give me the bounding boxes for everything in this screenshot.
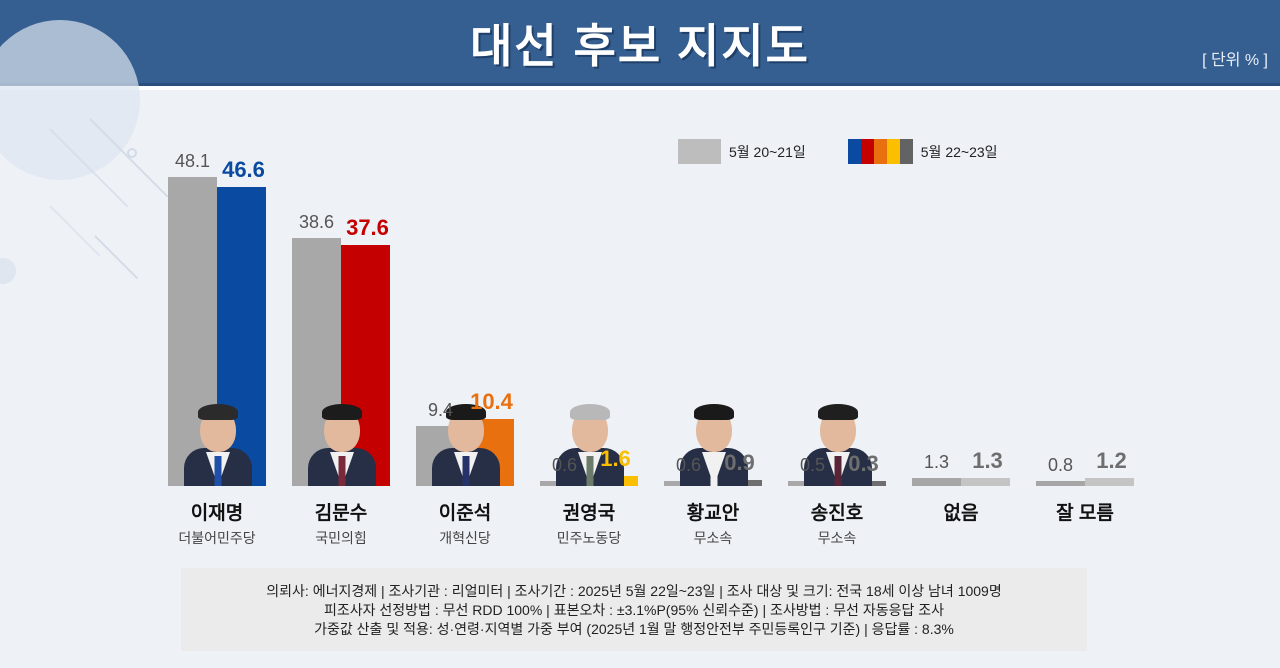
candidate-party: 개혁신당 [439,530,491,546]
candidate-party: 무소속 [693,530,733,546]
bar-current [961,477,1010,486]
value-label-current: 10.4 [470,389,513,415]
candidate-name: 잘 모름 [1056,503,1114,524]
candidate-photo [306,394,378,486]
decorative-dot [0,258,16,284]
candidate-name: 송진호 [810,503,864,524]
legend-swatch-previous [678,139,721,164]
candidate-photo-tie [586,456,594,486]
bar-current [1085,478,1134,486]
candidate-name: 권영국 [562,503,616,524]
legend-label-previous: 5월 20~21일 [729,143,806,160]
value-label-previous: 1.3 [923,451,950,472]
candidate-name: 김문수 [314,503,368,524]
value-label-current: 0.9 [724,450,755,476]
bar-previous [1036,480,1085,486]
candidate-party: 민주노동당 [556,530,622,546]
chart-legend: 5월 20~21일 5월 22~23일 [678,139,998,164]
candidate-name: 이재명 [190,503,244,524]
value-label-current: 46.6 [222,156,265,182]
candidate-photo-tie [834,456,842,486]
unit-label: [ 단위 % ] [1202,52,1268,69]
candidate-photo [430,394,502,486]
candidate-party: 더불어민주당 [178,530,256,546]
legend-label-current: 5월 22~23일 [920,143,998,160]
value-label-current: 37.6 [346,214,389,240]
survey-info-line: 피조사자 선정방법 : 무선 RDD 100% | 표본오차 : ±3.1%P(… [324,602,944,618]
candidate-photo-hair [446,404,486,420]
candidate-photo-hair [570,404,610,420]
decorative-line [94,235,139,280]
candidate-photo [554,394,626,486]
value-label-previous: 9.4 [427,399,454,420]
value-label-previous: 0.8 [1047,454,1074,475]
survey-info-box: 의뢰사: 에너지경제 | 조사기관 : 리얼미터 | 조사기간 : 2025년 … [181,568,1087,651]
decorative-line [49,205,101,257]
value-label-previous: 38.6 [298,212,335,233]
candidate-photo [802,394,874,486]
candidate-photo [678,394,750,486]
candidate-party: 무소속 [817,530,857,546]
candidate-name: 없음 [943,503,979,524]
value-label-previous: 0.6 [675,455,702,475]
candidate-photo-hair [818,404,858,420]
decorative-circle [0,20,140,180]
bar-previous [912,477,961,486]
candidate-photo-tie [710,456,718,486]
header-divider [0,86,1280,90]
header-banner: 대선 후보 지지도 [ 단위 % ] [0,0,1280,86]
legend-swatch-current [847,139,913,164]
value-label-current: 1.3 [972,447,1003,473]
candidate-name: 이준석 [438,503,492,524]
candidate-photo-tie [338,456,346,486]
value-label-current: 1.2 [1096,448,1127,474]
candidate-photo [182,394,254,486]
candidate-photo-hair [198,404,238,420]
candidate-photo-tie [214,456,222,486]
candidate-photo-tie [462,456,470,486]
value-label-previous: 48.1 [174,151,211,172]
value-label-previous: 0.5 [799,455,826,475]
candidate-photo-hair [322,404,362,420]
candidate-name: 황교안 [686,503,740,524]
value-label-current: 1.6 [600,445,631,471]
decorative-ring [127,148,137,158]
candidate-party: 국민의힘 [315,530,367,546]
value-label-current: 0.3 [848,451,879,476]
survey-info-line: 가중값 산출 및 적용: 성·연령·지역별 가중 부여 (2025년 1월 말 … [314,621,954,637]
candidate-photo-hair [694,404,734,420]
survey-info-line: 의뢰사: 에너지경제 | 조사기관 : 리얼미터 | 조사기간 : 2025년 … [266,583,1002,599]
value-label-previous: 0.6 [551,455,578,475]
chart-title: 대선 후보 지지도 [470,20,810,72]
